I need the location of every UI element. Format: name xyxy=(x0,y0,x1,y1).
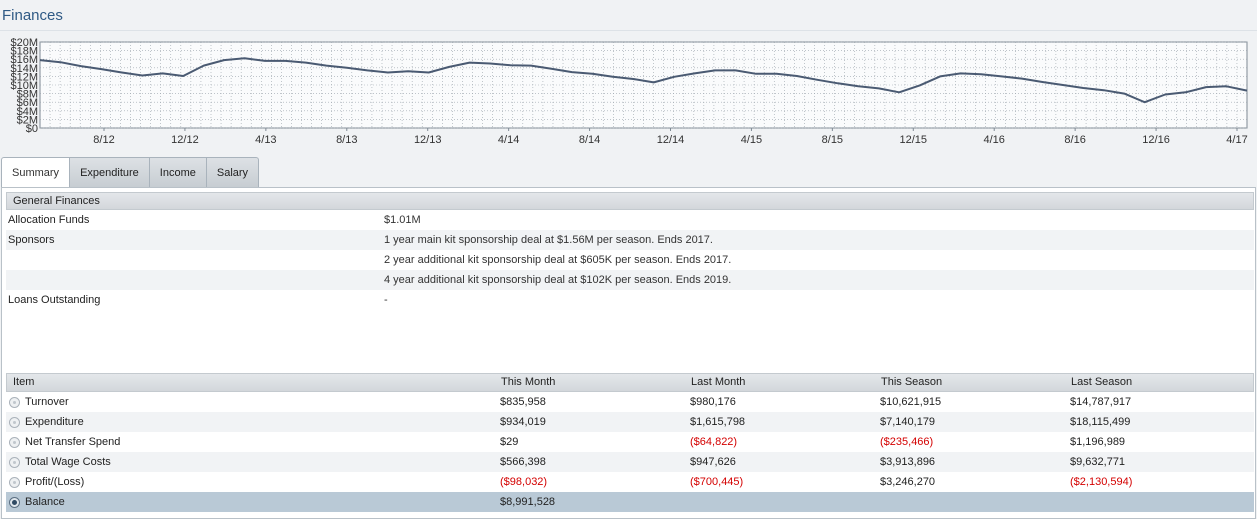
item-name: Balance xyxy=(25,496,65,508)
last-season-value: $1,196,989 xyxy=(1070,436,1126,448)
this-season-value: $3,913,896 xyxy=(880,456,936,468)
table-row-turnover[interactable]: Turnover $835,958 $980,176 $10,621,915 $… xyxy=(6,392,1254,412)
y-tick-label: $2M xyxy=(17,114,38,126)
general-finances-heading: General Finances xyxy=(6,192,1254,210)
y-tick-label: $18M xyxy=(10,46,38,58)
general-finances-row: Allocation Funds $1.01M xyxy=(6,210,1254,230)
x-tick-label: 12/15 xyxy=(900,134,928,146)
tab-salary[interactable]: Salary xyxy=(206,157,260,187)
y-tick-label: $0 xyxy=(26,123,38,135)
x-tick-label: 8/15 xyxy=(822,134,843,146)
general-finances-row: 2 year additional kit sponsorship deal a… xyxy=(6,250,1254,270)
finance-tabs: Summary Expenditure Income Salary xyxy=(1,157,260,188)
y-tick-label: $12M xyxy=(10,71,38,83)
x-tick-label: 12/14 xyxy=(657,134,685,146)
last-month-value: $947,626 xyxy=(690,456,736,468)
x-tick-label: 4/14 xyxy=(498,134,519,146)
radio-button[interactable] xyxy=(9,417,20,428)
this-month-value: $835,958 xyxy=(500,396,546,408)
x-tick-label: 8/13 xyxy=(336,134,357,146)
column-header-item[interactable]: Item xyxy=(13,376,35,388)
this-month-value: $29 xyxy=(500,436,519,448)
row-label: Sponsors xyxy=(8,234,55,246)
row-value: 2 year additional kit sponsorship deal a… xyxy=(384,254,732,266)
general-finances-row: Sponsors 1 year main kit sponsorship dea… xyxy=(6,230,1254,250)
last-season-value: $14,787,917 xyxy=(1070,396,1132,408)
general-finances-row: 4 year additional kit sponsorship deal a… xyxy=(6,270,1254,290)
radio-button-selected[interactable] xyxy=(9,497,20,508)
y-tick-label: $10M xyxy=(10,80,38,92)
y-tick-label: $8M xyxy=(17,89,38,101)
balance-history-chart: $0 $2M $4M $6M $8M $10M $12M $14M $16M $18M $20M 8/… xyxy=(0,36,1257,148)
item-name: Profit/(Loss) xyxy=(25,476,85,488)
table-row-balance[interactable]: Balance $8,991,528 xyxy=(6,492,1254,512)
x-tick-label: 4/16 xyxy=(984,134,1005,146)
last-season-value: $18,115,499 xyxy=(1070,416,1131,428)
item-name: Total Wage Costs xyxy=(25,456,111,468)
this-month-value: $8,991,528 xyxy=(500,496,556,508)
radio-button[interactable] xyxy=(9,397,20,408)
this-month-value: ($98,032) xyxy=(500,476,548,488)
row-value: 1 year main kit sponsorship deal at $1.5… xyxy=(384,234,713,246)
radio-button[interactable] xyxy=(9,477,20,488)
page-title: Finances xyxy=(2,7,63,24)
chart-svg: $0$2M$4M$6M$8M$10M$12M$14M$16M$18M$20M 8/… xyxy=(10,37,1248,146)
item-name: Turnover xyxy=(25,396,69,408)
last-month-value: $1,615,798 xyxy=(690,416,746,428)
x-tick-label: 8/14 xyxy=(579,134,600,146)
last-season-value: $9,632,771 xyxy=(1070,456,1126,468)
y-tick-label: $6M xyxy=(17,97,38,109)
column-header-last-season[interactable]: Last Season xyxy=(1071,376,1133,388)
x-tick-label: 4/15 xyxy=(741,134,762,146)
row-value: 4 year additional kit sponsorship deal a… xyxy=(384,274,732,286)
last-month-value: ($64,822) xyxy=(690,436,738,448)
tab-summary[interactable]: Summary xyxy=(1,157,71,188)
y-tick-label: $20M xyxy=(10,37,38,49)
radio-button[interactable] xyxy=(9,437,20,448)
finance-table-header: Item This Month Last Month This Season L… xyxy=(6,373,1254,392)
this-season-value: $10,621,915 xyxy=(880,396,942,408)
x-tick-label: 4/17 xyxy=(1226,134,1247,146)
y-tick-label: $14M xyxy=(10,63,38,75)
y-tick-label: $16M xyxy=(10,54,38,66)
column-header-last-month[interactable]: Last Month xyxy=(691,376,746,388)
this-month-value: $934,019 xyxy=(500,416,546,428)
last-month-value: $980,176 xyxy=(690,396,736,408)
this-season-value: $3,246,270 xyxy=(880,476,936,488)
item-name: Expenditure xyxy=(25,416,84,428)
radio-button[interactable] xyxy=(9,457,20,468)
x-tick-label: 8/12 xyxy=(93,134,114,146)
y-tick-label: $4M xyxy=(17,106,38,118)
general-finances-row: Loans Outstanding - xyxy=(6,290,1254,310)
last-month-value: ($700,445) xyxy=(690,476,744,488)
x-tick-label: 4/13 xyxy=(255,134,276,146)
x-tick-label: 12/12 xyxy=(171,134,199,146)
this-season-value: $7,140,179 xyxy=(880,416,936,428)
table-row-net-transfer-spend[interactable]: Net Transfer Spend $29 ($64,822) ($235,4… xyxy=(6,432,1254,452)
table-row-expenditure[interactable]: Expenditure $934,019 $1,615,798 $7,140,1… xyxy=(6,412,1254,432)
series-line xyxy=(39,57,1248,104)
x-tick-label: 8/16 xyxy=(1064,134,1085,146)
column-header-this-season[interactable]: This Season xyxy=(881,376,943,388)
column-header-this-month[interactable]: This Month xyxy=(501,376,556,388)
item-name: Net Transfer Spend xyxy=(25,436,121,448)
this-season-value: ($235,466) xyxy=(880,436,934,448)
tab-income[interactable]: Income xyxy=(149,157,207,187)
title-divider xyxy=(0,30,1257,31)
table-row-total-wage-costs[interactable]: Total Wage Costs $566,398 $947,626 $3,91… xyxy=(6,452,1254,472)
this-month-value: $566,398 xyxy=(500,456,546,468)
tab-expenditure[interactable]: Expenditure xyxy=(70,157,150,187)
row-value: $1.01M xyxy=(384,214,421,226)
table-row-profit-loss[interactable]: Profit/(Loss) ($98,032) ($700,445) $3,24… xyxy=(6,472,1254,492)
row-value: - xyxy=(384,294,388,306)
row-label: Loans Outstanding xyxy=(8,294,101,306)
x-tick-label: 12/13 xyxy=(414,134,442,146)
summary-panel: General Finances Allocation Funds $1.01M… xyxy=(1,187,1256,519)
x-tick-label: 12/16 xyxy=(1142,134,1170,146)
row-label: Allocation Funds xyxy=(8,214,90,226)
last-season-value: ($2,130,594) xyxy=(1070,476,1133,488)
